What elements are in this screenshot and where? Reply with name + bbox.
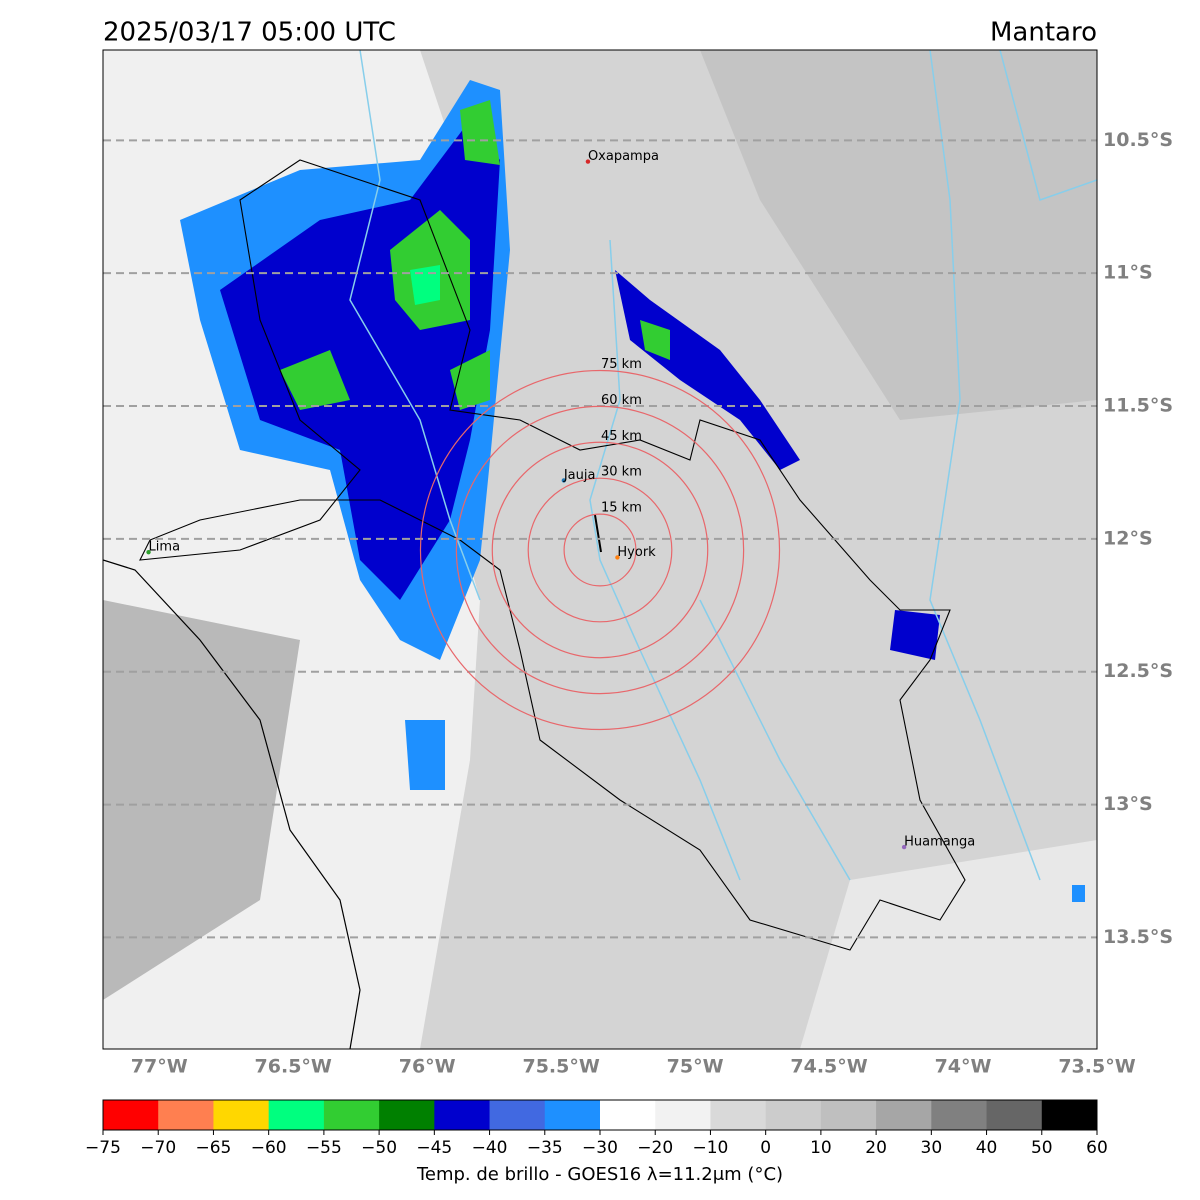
colorbar-tick-label: 20: [865, 1138, 887, 1158]
lat-tick-label: 11°S: [1103, 262, 1153, 284]
colorbar-tick-label: 50: [1031, 1138, 1053, 1158]
cloud-cell: [615, 270, 800, 470]
range-ring: [527, 477, 673, 623]
colorbar-tick-label: −55: [306, 1138, 342, 1158]
warm-area: [700, 50, 1097, 420]
colorbar-segment: [103, 1100, 159, 1130]
colorbar-segment: [323, 1100, 380, 1130]
place-marker: [901, 844, 907, 850]
colorbar-segment: [710, 1100, 767, 1130]
range-ring-label: 45 km: [601, 429, 642, 444]
colorbar-segment: [1041, 1100, 1098, 1130]
place-marker: [561, 478, 567, 483]
colorbar-segment: [820, 1100, 877, 1130]
coastline: [103, 559, 361, 1049]
cloud-core: [640, 320, 670, 360]
colorbar-tick-label: 30: [921, 1138, 943, 1158]
colorbar-segment: [544, 1100, 601, 1130]
colorbar-segment: [876, 1100, 932, 1130]
colorbar-tick-label: −75: [85, 1138, 121, 1158]
map-frame: [102, 49, 1098, 1050]
lat-tick-label: 13°S: [1103, 793, 1153, 815]
colorbar-tick-label: −35: [527, 1138, 563, 1158]
colorbar-tick-label: 0: [760, 1138, 771, 1158]
range-ring-label: 30 km: [601, 465, 642, 480]
colorbar-segment: [489, 1100, 546, 1130]
colorbar-segment: [931, 1100, 988, 1130]
cloud-cell: [890, 610, 940, 660]
region-name: Mantaro: [990, 18, 1097, 48]
lat-tick-label: 11.5°S: [1103, 395, 1173, 417]
colorbar-tick-label: −60: [251, 1138, 287, 1158]
place-marker: [615, 555, 620, 560]
colorbar-tick-label: 60: [1086, 1138, 1108, 1158]
lon-tick-label: 75°W: [667, 1056, 724, 1078]
lon-tick-label: 77°W: [131, 1056, 188, 1078]
lon-tick-label: 74°W: [935, 1056, 992, 1078]
lon-tick-label: 74.5°W: [790, 1056, 867, 1078]
cloud-area: [800, 840, 1097, 1049]
lat-tick-label: 13.5°S: [1103, 926, 1173, 948]
map-imagery: [103, 50, 1097, 1049]
river: [349, 50, 1097, 881]
colorbar-tick-label: −20: [637, 1138, 673, 1158]
basin-boundary: [139, 159, 966, 951]
range-ring-label: 75 km: [601, 357, 642, 372]
colorbar-segment: [986, 1100, 1043, 1130]
overlay: 15 km 30 km 45 km 60 km 75 km Oxapampa Jauja Hy…: [103, 139, 1097, 939]
colorbar-tick-label: −70: [140, 1138, 176, 1158]
range-ring: [455, 405, 745, 695]
lon-tick-label: 76.5°W: [255, 1056, 332, 1078]
range-ring: [491, 441, 709, 659]
cloud-core: [280, 100, 500, 410]
colorbar-tick-label: −30: [582, 1138, 618, 1158]
colorbar-tick-label: −45: [416, 1138, 452, 1158]
colorbar-segment: [655, 1100, 711, 1130]
title: 2025/03/17 05:00 UTC: [103, 18, 396, 48]
range-ring-label: 60 km: [601, 393, 642, 408]
colorbar-label: Temp. de brillo - GOES16 λ=11.2μm (°C): [416, 1164, 783, 1185]
colorbar-segment: [765, 1100, 822, 1130]
lat-tick-label: 12°S: [1103, 527, 1153, 549]
place-label: Jauja: [563, 468, 596, 483]
lat-tick-label: 10.5°S: [1103, 129, 1173, 151]
range-ring: [419, 369, 781, 731]
cloud-core: [410, 265, 440, 305]
colorbar-tick-label: 40: [976, 1138, 998, 1158]
colorbar-tick-label: −65: [195, 1138, 231, 1158]
colorbar-tick-label: 10: [810, 1138, 832, 1158]
colorbar-segment: [379, 1100, 435, 1130]
colorbar-segment: [268, 1100, 325, 1130]
river-segment: [594, 514, 602, 553]
place-marker: [146, 549, 151, 555]
colorbar-segment: [434, 1100, 491, 1130]
place-label: Lima: [149, 540, 180, 555]
colorbar-segment: [213, 1100, 270, 1130]
range-ring-label: 15 km: [601, 501, 642, 516]
lon-tick-label: 73.5°W: [1058, 1056, 1135, 1078]
colorbar-tick-label: −40: [472, 1138, 508, 1158]
colorbar-tick-label: −10: [692, 1138, 728, 1158]
range-ring: [563, 513, 637, 587]
place-label: Huamanga: [904, 835, 975, 850]
place-label: Oxapampa: [588, 149, 659, 164]
place-label: Hyork: [617, 545, 656, 560]
colorbar-segment: [600, 1100, 656, 1130]
lon-tick-label: 76°W: [399, 1056, 456, 1078]
lon-tick-label: 75.5°W: [522, 1056, 599, 1078]
warm-area: [103, 600, 300, 1000]
place-marker: [585, 159, 591, 164]
colorbar-segment: [158, 1100, 214, 1130]
lat-tick-label: 12.5°S: [1103, 660, 1173, 682]
colorbar-tick-label: −50: [361, 1138, 397, 1158]
